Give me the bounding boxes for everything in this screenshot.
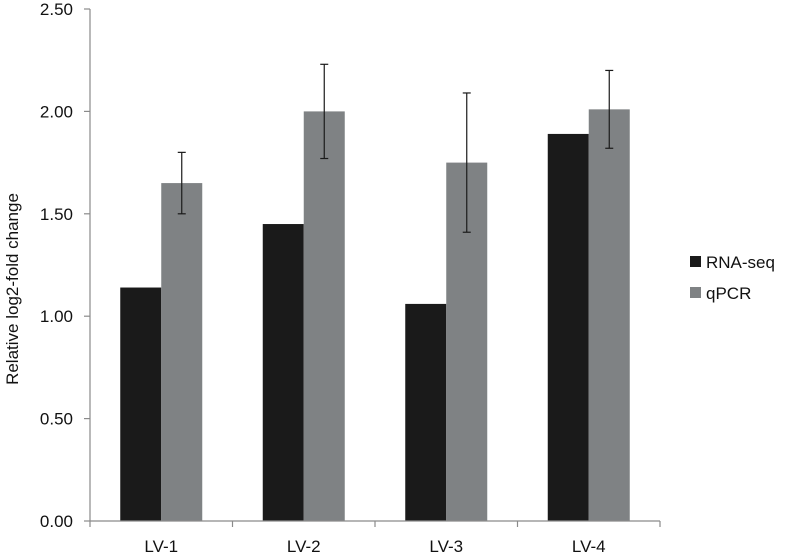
bar-rna-seq [547, 133, 589, 522]
x-tick-label: LV-4 [572, 537, 606, 556]
x-tick-label: LV-3 [429, 537, 463, 556]
y-tick-label: 1.50 [40, 205, 73, 224]
legend-label-qpcr: qPCR [706, 284, 751, 303]
legend-label-rna-seq: RNA-seq [706, 253, 775, 272]
x-tick-label: LV-1 [144, 537, 178, 556]
y-axis: 0.00 0.50 1.00 1.50 2.00 2.50 [40, 0, 90, 531]
bars [120, 109, 630, 522]
legend-swatch-qpcr [690, 287, 701, 298]
bar-qpcr [161, 183, 203, 521]
error-bars [177, 63, 614, 233]
x-tick-label: LV-2 [287, 537, 321, 556]
legend-swatch-rna-seq [690, 256, 701, 267]
bar-rna-seq [405, 303, 447, 521]
bar-rna-seq [262, 224, 304, 522]
y-tick-label: 0.50 [40, 410, 73, 429]
bar-rna-seq [120, 287, 162, 521]
y-tick-label: 1.00 [40, 307, 73, 326]
y-tick-label: 2.50 [40, 0, 73, 19]
x-axis: LV-1 LV-2 LV-3 LV-4 [89, 521, 661, 556]
y-axis-title: Relative log2-fold change [3, 193, 22, 385]
legend: RNA-seq qPCR [690, 253, 775, 303]
bar-qpcr [303, 111, 345, 522]
y-tick-label: 2.00 [40, 102, 73, 121]
y-tick-label: 0.00 [40, 512, 73, 531]
bar-qpcr [588, 109, 630, 522]
